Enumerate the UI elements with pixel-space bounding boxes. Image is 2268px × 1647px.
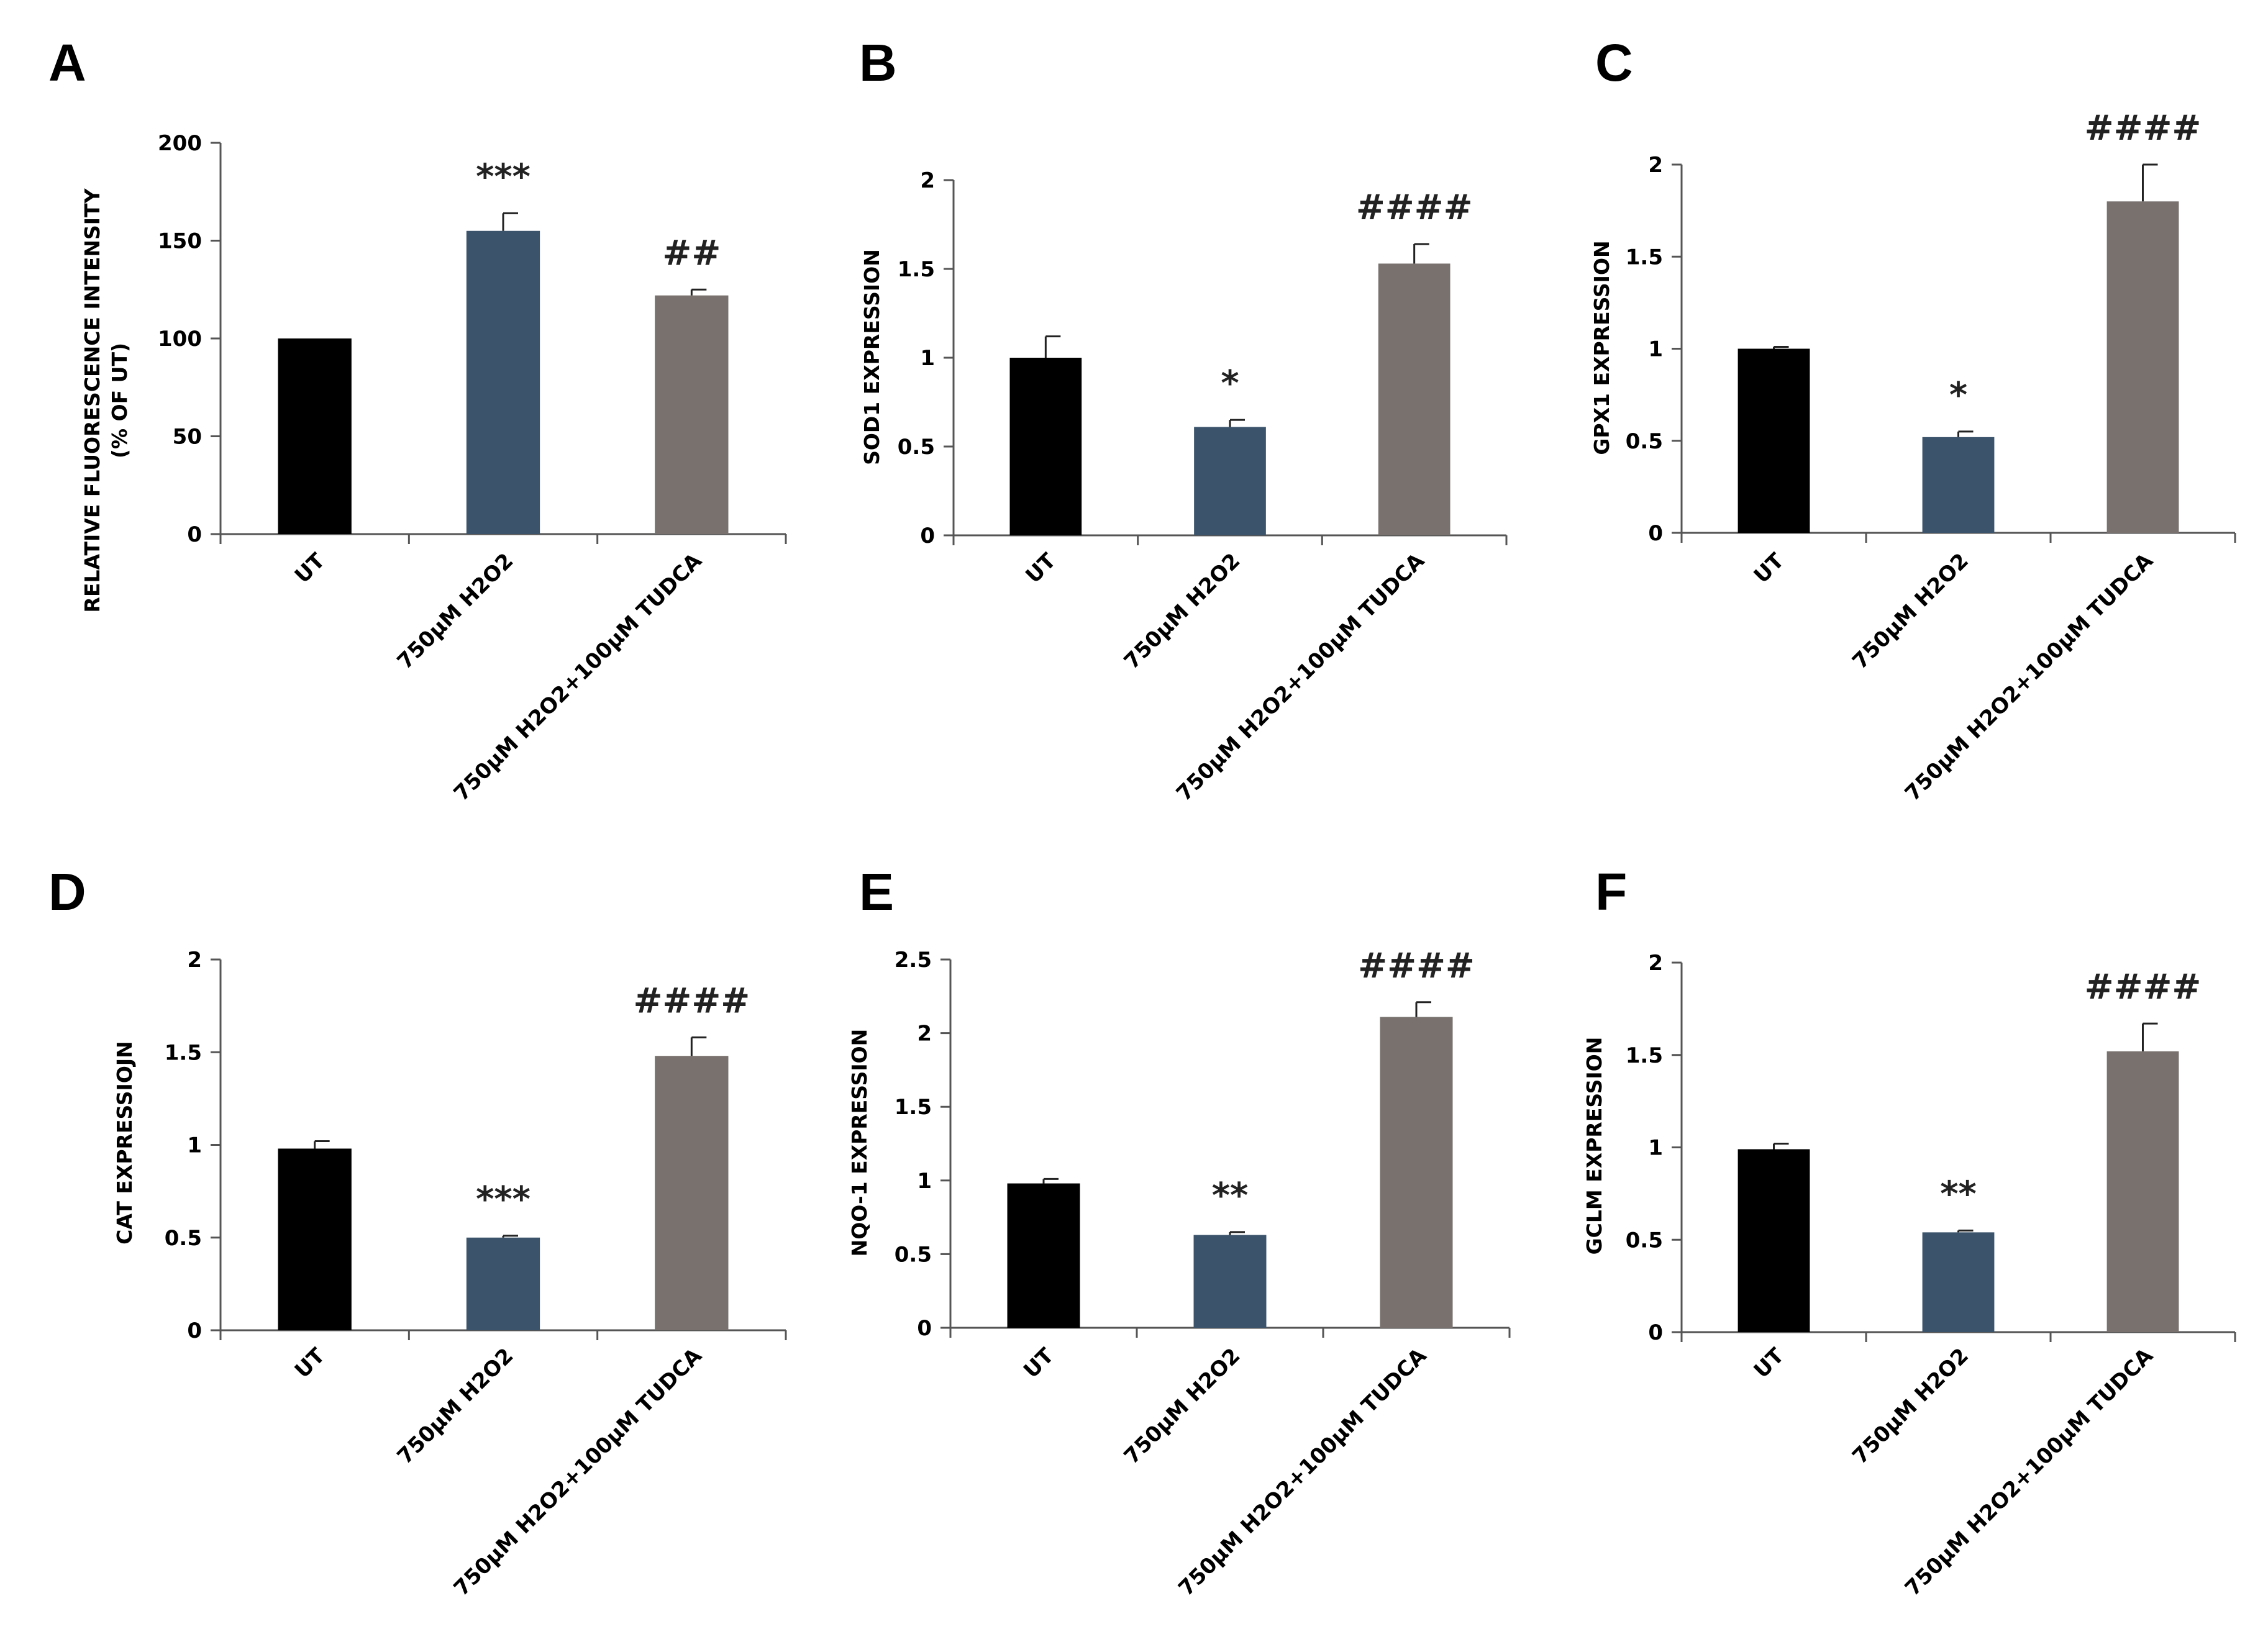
significance-label: ** xyxy=(1212,1176,1249,1216)
y-tick-label: 2 xyxy=(187,948,202,973)
category-label: UT xyxy=(1019,1343,1059,1384)
y-axis-label: RELATIVE FLUORESCENCE INTENSITY (% OF UT) xyxy=(80,188,132,612)
y-axis-label: SOD1 EXPRESSION xyxy=(860,249,884,465)
category-label: 750µM H2O2 xyxy=(393,1343,518,1469)
bar-h2o2 xyxy=(466,1237,540,1330)
bar-ut xyxy=(1737,1149,1810,1332)
y-tick-label: 0 xyxy=(917,1316,932,1341)
y-tick-label: 1.5 xyxy=(895,1095,932,1120)
category-label: UT xyxy=(1749,1343,1790,1384)
bar-ut xyxy=(1737,348,1810,533)
bar-h2o2-tudca xyxy=(1380,1017,1453,1328)
bar-ut xyxy=(1007,1183,1080,1328)
bar-h2o2-tudca xyxy=(2106,1051,2179,1332)
panel-letter: E xyxy=(859,863,894,921)
y-tick-label: 1.5 xyxy=(1626,245,1663,270)
y-tick-label: 50 xyxy=(173,425,202,450)
y-tick-label: 1.5 xyxy=(1626,1043,1663,1068)
category-label: 750µM H2O2 xyxy=(1847,1343,1973,1469)
y-tick-label: 0 xyxy=(187,1318,202,1343)
y-tick-label: 2.5 xyxy=(895,948,932,973)
significance-label: ## xyxy=(662,233,721,273)
significance-label: *** xyxy=(476,157,531,197)
category-label: 750µM H2O2 xyxy=(1847,548,1973,674)
y-tick-label: 1 xyxy=(1648,1136,1663,1161)
panel-letter: A xyxy=(48,34,86,92)
y-tick-label: 1.5 xyxy=(165,1040,202,1065)
significance-label: #### xyxy=(1356,188,1473,228)
significance-label: #### xyxy=(633,981,750,1021)
y-tick-label: 200 xyxy=(158,131,202,156)
y-tick-label: 0.5 xyxy=(895,1242,932,1267)
significance-label: #### xyxy=(2085,967,2202,1007)
category-label: UT xyxy=(1749,548,1790,589)
y-axis-label-line: GPX1 EXPRESSION xyxy=(1590,240,1614,455)
y-axis-label-line: NQO-1 EXPRESSION xyxy=(847,1029,872,1257)
panel-letter: B xyxy=(859,34,897,92)
category-label: UT xyxy=(1021,548,1061,589)
y-axis-label: CAT EXPRESSIOJN xyxy=(112,1041,137,1245)
y-tick-label: 2 xyxy=(920,168,935,193)
y-tick-label: 1 xyxy=(917,1169,932,1194)
y-tick-label: 150 xyxy=(158,229,202,254)
significance-label: #### xyxy=(1358,946,1475,986)
significance-label: #### xyxy=(2085,108,2202,148)
significance-label: ** xyxy=(1940,1174,1977,1214)
y-axis-label-line: CAT EXPRESSIOJN xyxy=(112,1041,137,1245)
y-axis-label: GCLM EXPRESSION xyxy=(1582,1037,1606,1255)
significance-label: * xyxy=(1949,375,1967,415)
y-tick-label: 100 xyxy=(158,327,202,352)
panel-letter: D xyxy=(48,863,86,921)
y-tick-label: 0 xyxy=(187,522,202,547)
panel-e: E00.511.522.5UT**750µM H2O2####750µM H2O… xyxy=(847,863,1511,1601)
category-label: 750µM H2O2 xyxy=(1119,548,1245,674)
bar-h2o2 xyxy=(1922,437,1995,533)
category-label: 750µM H2O2 xyxy=(1119,1343,1245,1469)
y-tick-label: 1.5 xyxy=(898,257,935,282)
bar-h2o2-tudca xyxy=(655,1056,729,1330)
bar-h2o2-tudca xyxy=(2106,201,2179,533)
bar-ut xyxy=(278,338,352,534)
category-label: UT xyxy=(290,548,330,589)
y-axis-label-line: RELATIVE FLUORESCENCE INTENSITY xyxy=(80,188,104,612)
y-axis-label-line: SOD1 EXPRESSION xyxy=(860,249,884,465)
y-tick-label: 0 xyxy=(920,524,935,548)
y-axis-label: GPX1 EXPRESSION xyxy=(1590,240,1614,455)
panel-letter: C xyxy=(1595,34,1633,92)
panel-letter: F xyxy=(1595,863,1627,921)
bar-h2o2 xyxy=(1922,1232,1995,1332)
y-tick-label: 2 xyxy=(1648,951,1663,976)
y-tick-label: 0 xyxy=(1648,521,1663,546)
y-tick-label: 0 xyxy=(1648,1320,1663,1345)
y-tick-label: 1 xyxy=(187,1133,202,1158)
y-tick-label: 0.5 xyxy=(1626,1228,1663,1253)
y-tick-label: 0.5 xyxy=(1626,429,1663,454)
bar-ut xyxy=(1009,358,1082,535)
bar-h2o2-tudca xyxy=(655,295,729,534)
category-label: UT xyxy=(290,1343,330,1384)
significance-label: * xyxy=(1221,363,1239,404)
y-axis-label-line: (% OF UT) xyxy=(107,343,132,458)
significance-label: *** xyxy=(476,1179,531,1220)
y-tick-label: 0.5 xyxy=(898,435,935,460)
category-label: 750µM H2O2 xyxy=(393,548,518,674)
y-tick-label: 1 xyxy=(920,346,935,371)
bar-h2o2-tudca xyxy=(1378,263,1451,535)
y-tick-label: 2 xyxy=(1648,153,1663,178)
y-tick-label: 2 xyxy=(917,1022,932,1046)
y-tick-label: 1 xyxy=(1648,337,1663,362)
bar-ut xyxy=(278,1148,352,1330)
y-tick-label: 0.5 xyxy=(165,1226,202,1251)
bar-h2o2 xyxy=(466,230,540,534)
y-axis-label: NQO-1 EXPRESSION xyxy=(847,1029,872,1257)
y-axis-label-line: GCLM EXPRESSION xyxy=(1582,1037,1606,1255)
bar-h2o2 xyxy=(1194,427,1266,535)
bar-h2o2 xyxy=(1193,1235,1267,1328)
